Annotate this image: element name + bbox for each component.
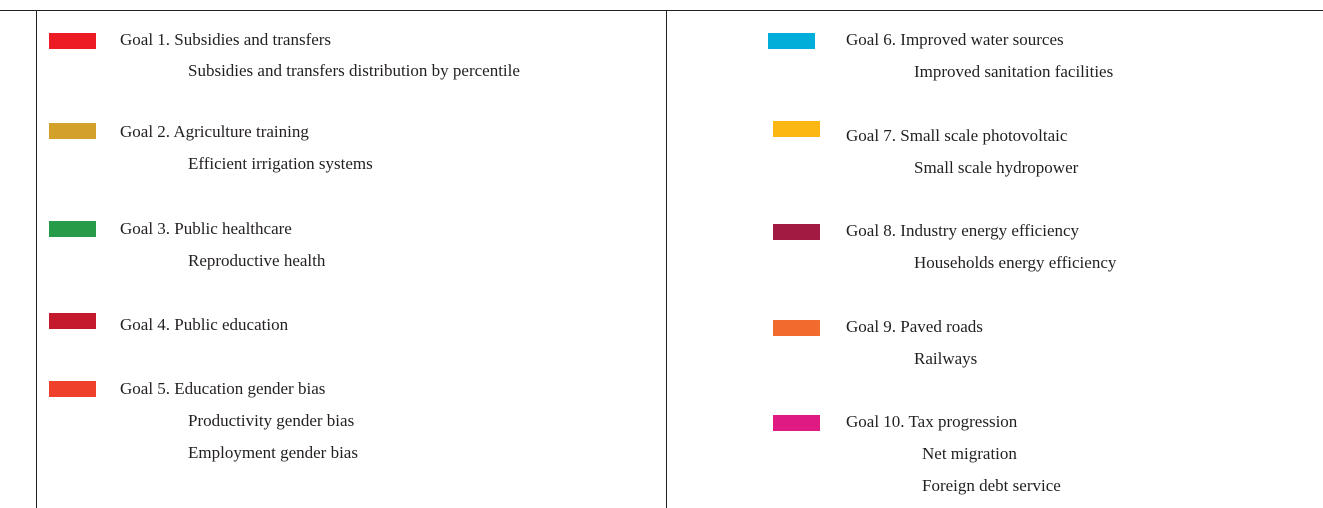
goal-label: Goal 9. Paved roads <box>846 317 983 336</box>
goal-sub-indicator: Net migration <box>922 444 1017 463</box>
goal-sub-indicator: Reproductive health <box>188 251 326 270</box>
goal-label: Goal 7. Small scale photovoltaic <box>846 126 1068 145</box>
goal-sub-indicator: Improved sanitation facilities <box>914 62 1114 81</box>
goal-sub-indicator: Productivity gender bias <box>188 411 355 430</box>
color-swatch <box>768 33 815 49</box>
column-divider <box>666 10 667 508</box>
goal-label: Goal 3. Public healthcare <box>120 219 292 238</box>
top-rule <box>0 10 1323 11</box>
color-swatch <box>49 381 96 397</box>
goal-sub-indicator: Subsidies and transfers distribution by … <box>188 61 520 80</box>
goal-label: Goal 2. Agriculture training <box>120 122 309 141</box>
color-swatch <box>49 33 96 49</box>
goal-label: Goal 6. Improved water sources <box>846 30 1064 49</box>
goal-sub-indicator: Households energy efficiency <box>914 253 1117 272</box>
color-swatch <box>49 313 96 329</box>
goal-label: Goal 5. Education gender bias <box>120 379 326 398</box>
color-swatch <box>773 415 820 431</box>
color-swatch <box>773 320 820 336</box>
color-swatch <box>49 221 96 237</box>
goal-label: Goal 10. Tax progression <box>846 412 1018 431</box>
goal-sub-indicator: Small scale hydropower <box>914 158 1079 177</box>
color-swatch <box>773 121 820 137</box>
goal-label: Goal 1. Subsidies and transfers <box>120 30 332 49</box>
color-swatch <box>773 224 820 240</box>
goal-sub-indicator: Foreign debt service <box>922 476 1061 495</box>
goal-sub-indicator: Railways <box>914 349 978 368</box>
goal-label: Goal 8. Industry energy efficiency <box>846 221 1080 240</box>
goal-sub-indicator: Employment gender bias <box>188 443 358 462</box>
goal-label: Goal 4. Public education <box>120 315 289 334</box>
color-swatch <box>49 123 96 139</box>
left-rule <box>36 10 37 508</box>
goal-sub-indicator: Efficient irrigation systems <box>188 154 373 173</box>
